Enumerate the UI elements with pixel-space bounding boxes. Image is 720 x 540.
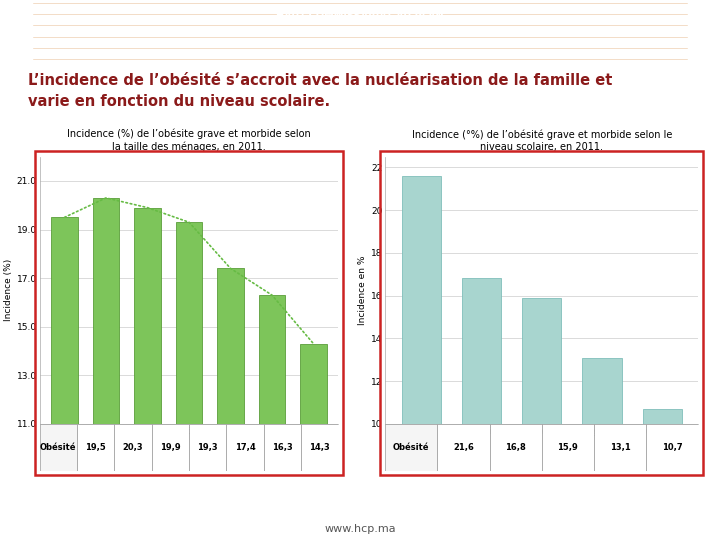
Bar: [189, 424, 226, 471]
Bar: [490, 424, 541, 471]
Title: Incidence (%) de l’obésite grave et morbide selon
la taille des ménages, en 2011: Incidence (%) de l’obésite grave et morb…: [67, 129, 311, 152]
Text: 19,9: 19,9: [160, 443, 181, 452]
Text: 21,6: 21,6: [453, 443, 474, 452]
Bar: [264, 424, 301, 471]
Text: HAUT-COMMISSARIAT AU PLAN: HAUT-COMMISSARIAT AU PLAN: [276, 11, 444, 21]
Bar: [40, 424, 77, 471]
Bar: [301, 424, 338, 471]
Text: ROYAUME DU MAROC: ROYAUME DU MAROC: [14, 16, 106, 24]
Bar: [385, 424, 438, 471]
Text: Obésité: Obésité: [393, 443, 430, 452]
Bar: [152, 424, 189, 471]
Bar: [541, 424, 594, 471]
Bar: [92, 198, 120, 540]
Text: 16,8: 16,8: [505, 443, 526, 452]
Bar: [226, 424, 264, 471]
Bar: [51, 217, 78, 540]
Text: 19,3: 19,3: [197, 443, 218, 452]
Text: L’incidence de l’obésité s’accroit avec la nucléarisation de la famille et
varie: L’incidence de l’obésité s’accroit avec …: [28, 73, 613, 109]
Bar: [114, 424, 152, 471]
Text: 16,3: 16,3: [272, 443, 293, 452]
Bar: [77, 424, 114, 471]
Bar: [522, 298, 562, 540]
Text: 20,3: 20,3: [122, 443, 143, 452]
Title: Incidence (°%) de l’obésité grave et morbide selon le
niveau scolaire, en 2011.: Incidence (°%) de l’obésité grave et mor…: [412, 130, 672, 152]
Bar: [643, 409, 682, 540]
Text: 17,4: 17,4: [235, 443, 256, 452]
Bar: [258, 295, 286, 540]
Bar: [217, 268, 244, 540]
Text: Obésité: Obésité: [40, 443, 76, 452]
Text: 10,7: 10,7: [662, 443, 683, 452]
Text: www.hcp.ma: www.hcp.ma: [324, 524, 396, 534]
Text: 19,5: 19,5: [85, 443, 106, 452]
Bar: [594, 424, 647, 471]
Bar: [462, 279, 501, 540]
Bar: [438, 424, 490, 471]
Bar: [402, 176, 441, 540]
Y-axis label: Incidence en %: Incidence en %: [358, 255, 366, 325]
Text: المملكة  المغربية: المملكة المغربية: [616, 16, 698, 24]
Text: 14,3: 14,3: [310, 443, 330, 452]
Bar: [134, 207, 161, 540]
Bar: [300, 344, 327, 540]
Bar: [647, 424, 698, 471]
Text: 13,1: 13,1: [610, 443, 631, 452]
Y-axis label: Incidence (%): Incidence (%): [4, 259, 12, 321]
Text: 15,9: 15,9: [557, 443, 578, 452]
Bar: [582, 357, 621, 540]
Bar: [176, 222, 202, 540]
